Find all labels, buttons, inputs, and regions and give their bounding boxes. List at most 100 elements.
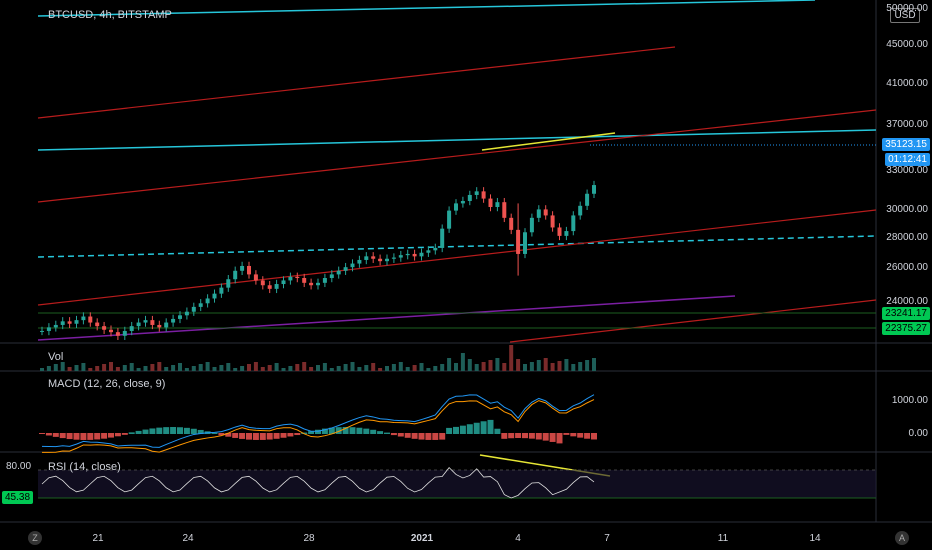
volume-bar xyxy=(502,363,507,371)
volume-bar xyxy=(53,364,58,371)
volume-bars xyxy=(40,345,596,371)
macd-histogram-bar xyxy=(66,433,73,440)
volume-bar xyxy=(60,362,65,371)
volume-bar xyxy=(267,365,272,371)
red-channel-3 xyxy=(37,209,877,306)
price-axis-label: 26000.00 xyxy=(886,262,928,273)
candle-body xyxy=(136,322,141,327)
macd-histogram-bar xyxy=(370,429,377,434)
macd-histogram-bar xyxy=(522,433,528,439)
volume-bar xyxy=(157,362,162,371)
rsi-value-tag: 45.38 xyxy=(2,491,34,504)
candle-body xyxy=(247,265,251,275)
auto-scale-button[interactable]: A xyxy=(895,531,909,545)
macd-histogram-bar xyxy=(487,419,494,434)
candle-body xyxy=(129,326,134,331)
macd-histogram-bar xyxy=(515,433,522,439)
candle-body xyxy=(336,270,341,275)
candle-body xyxy=(571,215,576,232)
volume-bar xyxy=(198,364,203,371)
candle-body xyxy=(343,267,348,271)
macd-histogram-bar xyxy=(135,430,142,434)
macd-histogram-bar xyxy=(390,433,397,436)
macd-histogram-bar xyxy=(101,433,108,439)
macd-label: MACD (12, 26, close, 9) xyxy=(48,378,166,390)
volume-bar xyxy=(171,365,176,371)
volume-bar xyxy=(102,364,107,371)
volume-bar xyxy=(329,368,334,371)
candle-body xyxy=(454,203,458,211)
volume-bar xyxy=(550,363,555,371)
volume-bar xyxy=(419,363,424,371)
macd-histogram-bar xyxy=(177,427,183,434)
candle-body xyxy=(115,332,120,336)
macd-histogram-bar xyxy=(170,427,177,434)
macd-histogram-bar xyxy=(473,422,480,434)
macd-histogram-bar xyxy=(501,433,508,439)
candle-body xyxy=(253,274,258,281)
candle-body xyxy=(447,210,452,229)
macd-histogram-bar xyxy=(466,424,473,434)
volume-bar xyxy=(129,363,134,371)
volume-bar xyxy=(260,367,265,371)
candle-body xyxy=(474,191,479,195)
macd-histogram-bar xyxy=(418,433,425,440)
currency-button[interactable]: USD xyxy=(890,8,920,23)
macd-histogram-bar xyxy=(411,433,418,439)
candle-body xyxy=(516,229,521,254)
volume-bar xyxy=(150,364,155,371)
candle-body xyxy=(557,227,562,236)
volume-bar xyxy=(474,364,479,371)
candle-body xyxy=(150,320,155,325)
time-axis-label: 2021 xyxy=(410,533,434,544)
zoom-corner-button[interactable]: Z xyxy=(28,531,42,545)
candle-body xyxy=(309,282,314,286)
macd-histogram-bar xyxy=(584,433,591,439)
volume-bar xyxy=(205,362,210,371)
red-channel-2 xyxy=(37,109,877,203)
candle-body xyxy=(281,280,286,285)
red-channel-4 xyxy=(509,299,877,343)
volume-bar xyxy=(212,367,217,371)
macd-histogram-bar xyxy=(232,433,239,438)
macd-histogram-bar xyxy=(591,433,597,440)
volume-bar xyxy=(191,366,196,371)
macd-histogram-bar xyxy=(439,433,446,440)
macd-histogram-bar xyxy=(183,427,190,434)
volume-bar xyxy=(226,363,231,371)
candle-body xyxy=(40,330,44,332)
candle-body xyxy=(592,185,596,194)
volume-bar xyxy=(302,362,307,371)
yellow-trendline-price xyxy=(481,132,616,151)
volume-bar xyxy=(460,353,465,371)
volume-bar xyxy=(571,364,576,371)
macd-histogram-bar xyxy=(211,432,218,434)
candle-body xyxy=(88,316,93,323)
macd-histogram-bar xyxy=(246,433,252,440)
candles[interactable] xyxy=(40,180,596,340)
trendlines[interactable] xyxy=(37,0,877,477)
candle-body xyxy=(184,311,189,316)
candle-body xyxy=(357,259,362,264)
macd-histogram-bar xyxy=(114,433,121,437)
macd-histogram-bar xyxy=(252,433,259,440)
candle-body xyxy=(143,320,148,323)
macd-histogram-bar xyxy=(549,433,556,442)
macd-line xyxy=(41,394,595,448)
macd-series xyxy=(39,394,597,453)
chart-title: BTCUSD, 4h, BITSTAMP xyxy=(48,9,172,21)
time-axis-label: 14 xyxy=(809,533,821,544)
candle-body xyxy=(371,256,376,259)
volume-bar xyxy=(529,362,534,371)
volume-bar xyxy=(109,362,113,371)
volume-bar xyxy=(81,363,86,371)
candle-body xyxy=(378,258,383,262)
macd-histogram-bar xyxy=(349,427,356,434)
macd-histogram-bar xyxy=(280,433,287,438)
candle-body xyxy=(502,202,507,218)
volume-bar xyxy=(516,359,521,371)
macd-histogram-bar xyxy=(94,433,101,440)
candle-body xyxy=(178,315,182,319)
macd-histogram-bar xyxy=(287,433,294,437)
